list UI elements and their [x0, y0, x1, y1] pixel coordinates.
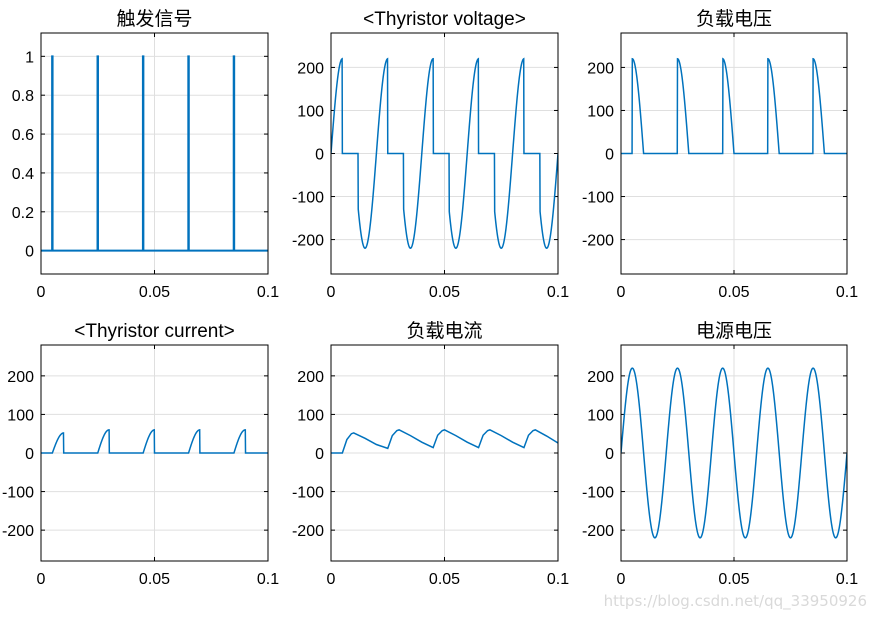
series-line: [621, 367, 847, 539]
watermark-text: https://blog.csdn.net/qq_33950926: [603, 592, 867, 610]
y-tick-label: 100: [297, 407, 324, 424]
subplot-1: 0 0.05 0.1 0 0.2 0.4 0.6 0.8 1 触发信号: [12, 8, 279, 301]
subplot-3: 0 0.05 0.1 -200 -100 0 100 200 负载电压: [582, 8, 858, 301]
x-tick-label: 0.05: [429, 284, 460, 301]
chart-title: <Thyristor current>: [74, 321, 235, 342]
x-tick-label: 0: [617, 571, 626, 588]
y-tick-label: 100: [297, 103, 324, 120]
x-tick-label: 0.1: [836, 284, 858, 301]
x-tick-label: 0.05: [718, 284, 749, 301]
x-tick-label: 0.1: [547, 571, 569, 588]
y-tick-label: -100: [2, 485, 34, 502]
y-tick-label: -200: [2, 523, 34, 540]
y-tick-label: 200: [7, 369, 34, 386]
x-tick-label: 0: [617, 284, 626, 301]
y-tick-label: 0: [25, 446, 34, 463]
x-tick-label: 0.1: [257, 571, 279, 588]
x-tick-label: 0: [327, 284, 336, 301]
series-line: [331, 429, 558, 454]
subplot-4: 0 0.05 0.1 -200 -100 0 100 200 <Thyristor curren…: [2, 321, 279, 588]
x-tick-label: 0.1: [547, 284, 569, 301]
axes-frame: [620, 32, 848, 275]
y-tick-label: 200: [297, 60, 324, 77]
x-tick-label: 0.05: [139, 284, 170, 301]
y-tick-label: 0.8: [12, 88, 34, 105]
x-tick-label: 0: [327, 571, 336, 588]
y-tick-label: 0: [25, 244, 34, 261]
y-tick-label: -100: [292, 190, 324, 207]
chart-title: 负载电压: [696, 8, 772, 30]
y-tick-label: -200: [292, 523, 324, 540]
series-line: [621, 57, 847, 155]
y-tick-label: 0: [315, 147, 324, 164]
y-tick-label: 1: [25, 49, 34, 66]
x-tick-label: 0.1: [836, 571, 858, 588]
axes-frame: [40, 32, 269, 275]
y-tick-label: 100: [587, 103, 614, 120]
subplot-2: 0 0.05 0.1 -200 -100 0 100 200 <Thyristor voltag…: [292, 9, 569, 301]
y-tick-label: 200: [587, 60, 614, 77]
x-tick-label: 0.1: [257, 284, 279, 301]
y-tick-label: 0.4: [12, 166, 34, 183]
y-tick-label: 0.6: [12, 127, 34, 144]
y-tick-label: 100: [7, 407, 34, 424]
axes-frame: [620, 344, 848, 562]
series-line: [41, 55, 268, 252]
axes-frame: [330, 344, 559, 562]
chart-title: 负载电流: [406, 320, 482, 342]
series-line: [331, 57, 558, 249]
x-tick-label: 0.05: [429, 571, 460, 588]
y-tick-label: 0: [315, 446, 324, 463]
axes-frame: [330, 32, 559, 275]
axes-frame: [40, 344, 269, 562]
y-tick-label: -200: [582, 233, 614, 250]
y-tick-label: 200: [587, 369, 614, 386]
x-tick-label: 0: [37, 571, 46, 588]
subplot-5: 0 0.05 0.1 -200 -100 0 100 200 负载电流: [292, 320, 569, 588]
y-tick-label: 200: [297, 369, 324, 386]
chart-title: 电源电压: [696, 320, 772, 342]
series-line: [41, 429, 268, 454]
y-tick-label: -200: [292, 233, 324, 250]
subplot-6: 0 0.05 0.1 -200 -100 0 100 200 电源电压: [582, 320, 858, 588]
y-tick-label: 100: [587, 407, 614, 424]
x-tick-label: 0.05: [139, 571, 170, 588]
y-tick-label: 0: [605, 446, 614, 463]
x-tick-label: 0.05: [718, 571, 749, 588]
chart-title: <Thyristor voltage>: [363, 9, 526, 30]
chart-title: 触发信号: [116, 8, 192, 30]
y-tick-label: -100: [582, 485, 614, 502]
y-tick-label: -200: [582, 523, 614, 540]
x-tick-label: 0: [37, 284, 46, 301]
y-tick-label: -100: [582, 190, 614, 207]
y-tick-label: 0.2: [12, 205, 34, 222]
y-tick-label: 0: [605, 147, 614, 164]
y-tick-label: -100: [292, 485, 324, 502]
